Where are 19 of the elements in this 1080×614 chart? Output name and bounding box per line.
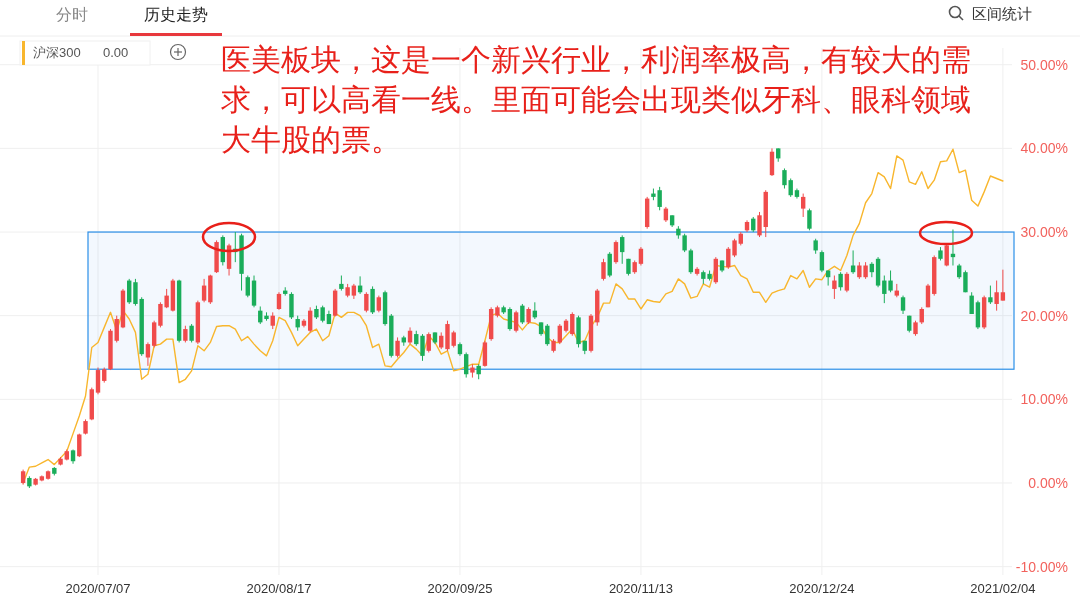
annotation: 医美板块，这是一个新兴行业，利润率极高，有较大的需求，可以高看一线。里面可能会出现类似牙科、眼科领域大牛股的票。 bbox=[221, 42, 971, 158]
legend-label: 沪深300 bbox=[33, 45, 81, 60]
y-tick-label: 10.00% bbox=[1020, 391, 1068, 408]
x-tick-label: 2020/09/25 bbox=[427, 581, 493, 596]
y-tick-label: 40.00% bbox=[1020, 140, 1068, 157]
x-tick-label: 2020/07/07 bbox=[65, 581, 131, 596]
y-tick-label: -10.00% bbox=[1015, 558, 1068, 575]
x-tick-label: 2021/02/04 bbox=[970, 581, 1036, 596]
y-tick-label: 30.00% bbox=[1020, 224, 1068, 241]
y-tick-label: 20.00% bbox=[1020, 307, 1068, 324]
text: 区间统计 bbox=[972, 5, 1032, 22]
text: 分时 bbox=[56, 6, 88, 23]
x-tick-label: 2020/08/17 bbox=[246, 581, 312, 596]
x-tick-label: 2020/11/13 bbox=[608, 581, 673, 596]
y-tick-label: 50.00% bbox=[1020, 56, 1068, 73]
text: 历史走势 bbox=[144, 6, 208, 23]
x-tick-label: 2020/12/24 bbox=[789, 581, 855, 596]
annotation: 0.00 bbox=[103, 45, 129, 60]
y-tick-label: 0.00% bbox=[1028, 474, 1068, 491]
